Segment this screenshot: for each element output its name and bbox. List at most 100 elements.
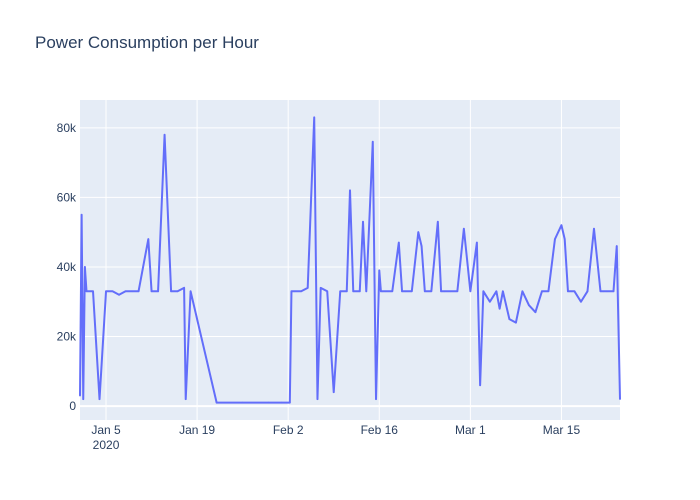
x-tick-label: Feb 2 [273, 423, 304, 437]
x-tick-label: Jan 5 [91, 423, 121, 437]
data-point [267, 401, 270, 404]
data-point [573, 290, 576, 293]
data-point [326, 290, 329, 293]
data-point [349, 189, 351, 192]
data-point [170, 290, 172, 293]
data-point [534, 311, 537, 313]
data-point [352, 290, 355, 293]
data-point [375, 398, 377, 400]
data-point [147, 238, 150, 240]
x-tick-label: Jan 19 [179, 423, 215, 437]
data-point [157, 290, 159, 293]
data-point [450, 290, 452, 293]
data-point [498, 307, 501, 310]
data-point [98, 398, 101, 400]
y-axis-labels: 0 20k 40k 60k 80k [57, 121, 77, 413]
data-point [508, 318, 511, 320]
data-point [306, 287, 309, 289]
data-point [463, 227, 465, 230]
data-point [469, 290, 472, 293]
x-tick-label: Mar 15 [543, 423, 581, 437]
y-tick-label: 40k [57, 260, 77, 274]
data-point [137, 290, 140, 293]
data-point [163, 133, 166, 136]
data-point [345, 290, 348, 293]
data-point [599, 290, 602, 293]
x-tick-sublabel: 2020 [93, 438, 120, 452]
data-point [398, 241, 400, 244]
y-tick-label: 0 [69, 399, 76, 413]
data-point [362, 220, 364, 223]
x-tick-label: Feb 16 [361, 423, 399, 437]
chart-title: Power Consumption per Hour [35, 33, 259, 52]
data-point [365, 290, 368, 293]
data-point [289, 401, 291, 404]
data-point [401, 290, 403, 293]
data-point [521, 290, 524, 293]
data-point [80, 213, 83, 216]
data-point [280, 401, 283, 404]
data-point [411, 290, 413, 293]
data-point [606, 290, 608, 293]
y-tick-label: 60k [57, 190, 77, 204]
data-point [612, 290, 615, 293]
data-point [380, 290, 382, 293]
data-point [82, 398, 85, 400]
data-point [456, 290, 459, 293]
data-point [131, 290, 133, 293]
data-point [440, 290, 442, 293]
y-tick-label: 20k [57, 330, 77, 344]
x-tick-label: Mar 1 [455, 423, 486, 437]
data-point [319, 287, 322, 289]
data-point [424, 290, 426, 293]
data-point [79, 394, 81, 397]
data-point [615, 245, 618, 247]
data-point [586, 290, 589, 293]
data-point [371, 140, 374, 143]
data-point [300, 290, 303, 293]
data-point [437, 220, 439, 223]
data-point [111, 290, 114, 293]
data-point [92, 290, 94, 293]
data-point [528, 304, 530, 307]
data-point [316, 398, 319, 400]
data-point [495, 290, 498, 293]
data-point [554, 238, 556, 240]
data-point [118, 293, 120, 296]
data-point [85, 290, 88, 293]
data-point [541, 290, 543, 293]
data-point [241, 401, 244, 404]
data-point [339, 290, 342, 293]
data-point [183, 287, 185, 289]
data-point [215, 401, 218, 404]
data-point [547, 290, 550, 293]
data-point [313, 116, 316, 119]
series-line [79, 116, 621, 404]
series-layer [79, 116, 621, 404]
data-point [391, 290, 394, 293]
data-point [381, 290, 384, 293]
data-point [570, 290, 572, 293]
data-point [602, 290, 605, 293]
data-point [443, 290, 446, 293]
data-point [384, 290, 387, 293]
data-point [176, 290, 179, 293]
data-point [404, 290, 407, 293]
data-point [515, 321, 517, 324]
data-point [489, 300, 491, 303]
data-point [417, 231, 420, 233]
data-point [479, 384, 481, 387]
data-point [563, 238, 566, 240]
data-point [189, 290, 192, 293]
data-point [184, 398, 187, 400]
data-point [150, 290, 153, 293]
data-point [105, 290, 107, 293]
data-point [332, 391, 335, 393]
data-point [378, 269, 381, 272]
data-point [580, 300, 582, 303]
data-point [619, 398, 621, 400]
data-point [502, 290, 504, 293]
data-point [290, 290, 293, 293]
